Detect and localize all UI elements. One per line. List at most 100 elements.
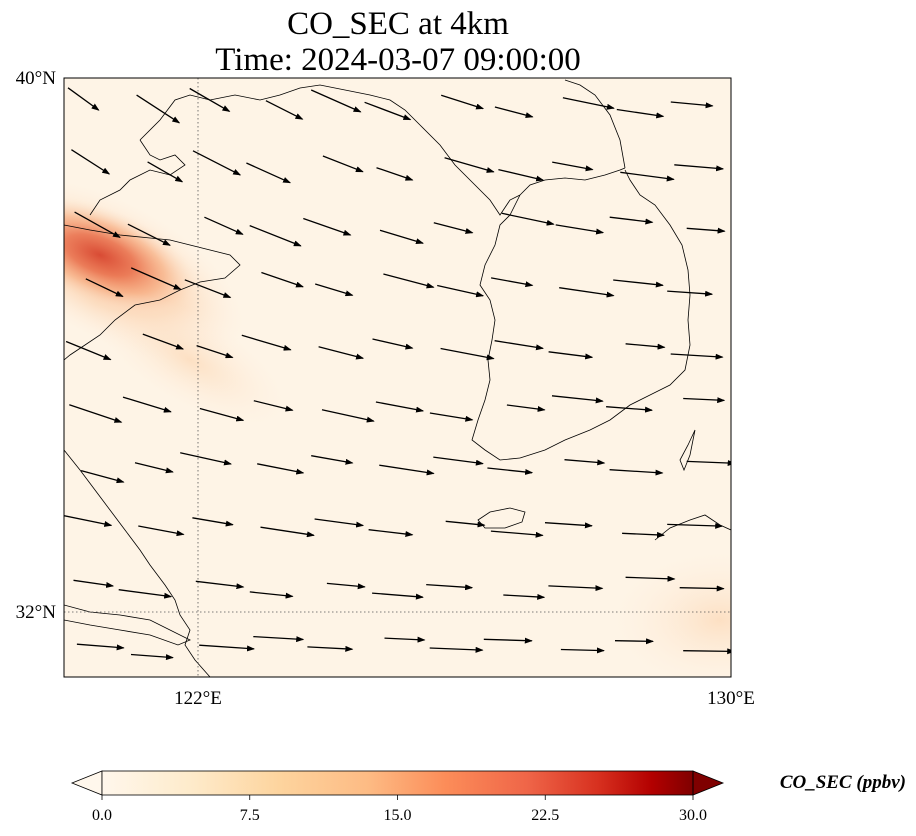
wind-vector	[73, 579, 115, 588]
wind-vector	[142, 333, 185, 350]
wind-vector	[564, 459, 606, 466]
wind-vector	[253, 400, 294, 412]
wind-vector	[498, 168, 545, 182]
wind-vector	[440, 347, 495, 361]
wind-vector	[69, 404, 123, 423]
wind-vector	[130, 653, 174, 661]
wind-vector	[372, 338, 414, 350]
coastline-jiangsu	[64, 449, 211, 677]
wind-vector	[670, 101, 714, 109]
wind-vector	[444, 157, 495, 173]
wind-vector	[562, 97, 615, 110]
wind-vector	[260, 526, 315, 538]
wind-vector	[494, 106, 534, 119]
wind-vector	[555, 224, 605, 235]
coastline-korea-west	[471, 194, 521, 461]
wind-vector	[379, 464, 435, 476]
wind-vector	[74, 211, 121, 238]
y-tick-label: 40°N	[16, 68, 57, 89]
wind-vector	[136, 94, 181, 124]
plume-core	[64, 195, 200, 315]
wind-vector	[483, 637, 533, 644]
wind-vector	[310, 89, 362, 113]
colorbar-ticks	[101, 795, 694, 800]
coastline-korea-south	[519, 169, 691, 459]
wind-vector	[503, 593, 546, 600]
wind-vector	[138, 525, 185, 537]
wind-vector	[257, 463, 305, 475]
wind-vector	[147, 161, 184, 183]
wind-vector	[314, 518, 365, 528]
gridlines	[64, 78, 731, 677]
coastline-shandong	[64, 224, 241, 361]
wind-vector	[683, 648, 731, 655]
wind-vector	[261, 271, 304, 288]
wind-vector	[560, 647, 605, 654]
plume-tail	[92, 292, 288, 428]
title-line-2: Time: 2024-03-07 09:00:00	[215, 42, 580, 78]
wind-vector	[241, 334, 292, 351]
colorbar-tick-label: 7.5	[240, 807, 260, 824]
wind-vector	[674, 164, 725, 172]
wind-vector	[307, 645, 354, 652]
wind-vector	[620, 171, 675, 182]
wind-vector	[613, 279, 664, 288]
wind-vector	[246, 162, 292, 184]
coastline-jeju	[477, 507, 526, 529]
coastline-tsushima	[679, 429, 696, 472]
wind-vector	[506, 404, 546, 412]
wind-vector	[667, 290, 714, 297]
wind-vector	[315, 283, 354, 297]
map-panel	[64, 78, 731, 677]
wind-vector	[192, 517, 234, 527]
wind-vector	[441, 94, 485, 110]
colorbar-gradient	[102, 771, 693, 795]
wind-vector	[76, 643, 125, 651]
wind-vector	[490, 530, 544, 538]
map-frame	[63, 77, 732, 678]
wind-vector	[551, 395, 604, 404]
wind-vector	[65, 340, 112, 361]
wind-vector	[249, 591, 294, 599]
colorbar-tick-label: 0.0	[92, 807, 112, 824]
wind-vector	[614, 638, 654, 645]
wind-vector	[686, 460, 731, 467]
wind-vector	[679, 585, 725, 592]
wind-vector	[368, 529, 414, 537]
wind-vector	[118, 589, 173, 599]
wind-vector	[622, 531, 665, 538]
wind-vector	[383, 273, 435, 289]
wind-vector	[606, 406, 653, 413]
wind-vector	[490, 277, 534, 288]
wind-vector	[192, 150, 242, 176]
wind-vector	[199, 407, 245, 422]
wind-vector	[253, 635, 305, 643]
wind-vector	[85, 278, 124, 298]
wind-vector	[199, 644, 255, 652]
wind-vector	[487, 467, 534, 475]
wind-vector	[609, 469, 664, 476]
wind-vector	[130, 267, 182, 290]
wind-vector	[426, 583, 474, 591]
colorbar-extend-low	[70, 770, 103, 796]
wind-vector	[318, 346, 365, 360]
wind-vector	[375, 401, 425, 413]
wind-vector	[372, 592, 424, 600]
wind-vector	[616, 108, 665, 119]
wind-vector	[683, 397, 726, 404]
wind-vector	[433, 222, 474, 234]
coastline-liaodong	[139, 84, 521, 216]
wind-vector	[609, 216, 654, 225]
colorbar-label: CO_SEC (ppbv)	[780, 772, 906, 793]
wind-vector	[625, 343, 666, 350]
x-tick-label: 130°E	[707, 688, 755, 709]
wind-vector	[134, 462, 174, 474]
wind-vector	[322, 155, 364, 173]
colorbar-tick-label: 15.0	[384, 807, 412, 824]
wind-vector	[433, 456, 484, 466]
wind-vector	[80, 469, 125, 484]
wind-vector	[625, 575, 676, 582]
colorbar-tick-label: 30.0	[679, 807, 707, 824]
wind-vector	[670, 353, 724, 360]
